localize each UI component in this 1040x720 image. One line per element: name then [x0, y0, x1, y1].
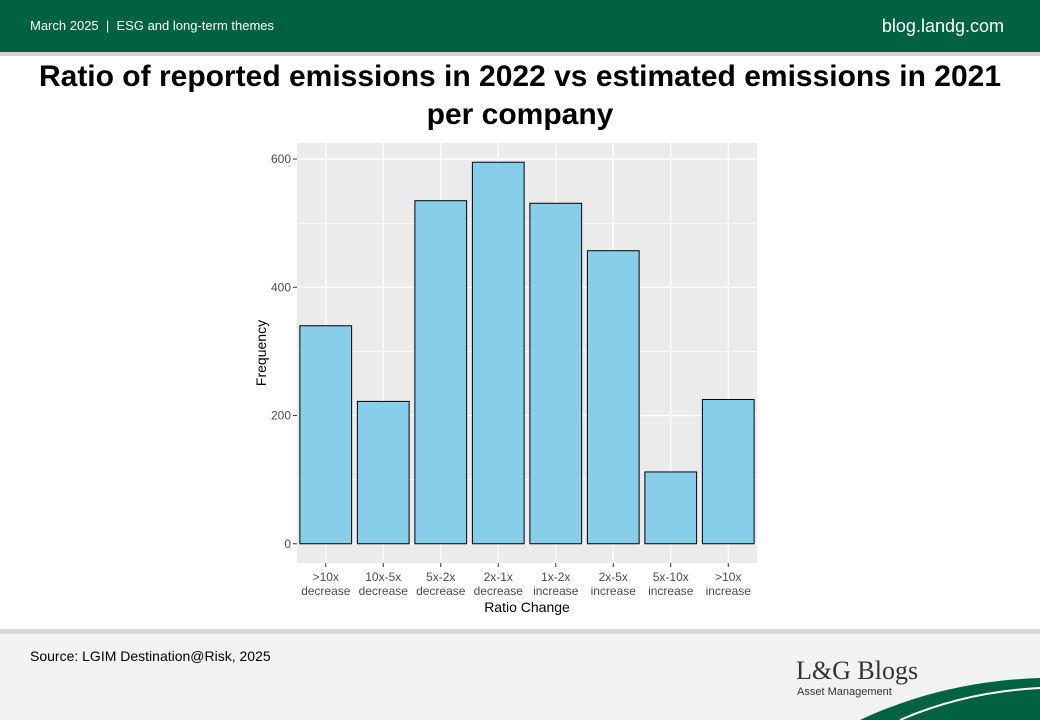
brand-logo: L&G Blogs Asset Management [796, 656, 918, 698]
y-tick-label: 400 [271, 280, 291, 294]
date-label: March 2025 [30, 18, 99, 33]
y-tick-label: 200 [271, 409, 291, 423]
date-topic-label: March 2025 | ESG and long-term themes [30, 18, 274, 33]
brand-swoosh [860, 678, 1040, 720]
logo-subtitle: Asset Management [797, 686, 892, 698]
bar-chart: 0 200 400 600 >10x decrease 10x-5x decrease5x-2… [253, 143, 757, 615]
x-tick-label: 5x-10x increase [648, 570, 694, 598]
chart-title: Ratio of reported emissions in 2022 vs e… [38, 60, 1002, 131]
bar-4 [471, 161, 525, 545]
y-axis-title: Frequency [253, 320, 269, 386]
bar-3 [414, 200, 468, 545]
bar-1 [299, 325, 353, 545]
y-tick-label: 0 [284, 537, 291, 551]
x-tick-label: 5x-2x decrease [416, 570, 466, 598]
banner-divider [0, 52, 1040, 56]
source-note: Source: LGIM Destination@Risk, 2025 [30, 648, 271, 664]
x-tick-label: 2x-1x decrease [474, 570, 524, 598]
top-banner: March 2025 | ESG and long-term themes bl… [0, 0, 1040, 52]
topic-label: ESG and long-term themes [116, 18, 275, 33]
site-link[interactable]: blog.landg.com [881, 16, 1004, 36]
bar-7 [644, 471, 698, 545]
footer: Source: LGIM Destination@Risk, 2025 [0, 629, 1040, 720]
separator: | [102, 18, 113, 33]
bar-2 [356, 400, 410, 545]
y-tick-label: 600 [271, 152, 291, 166]
x-tick-label: 1x-2x increase [533, 570, 579, 598]
logo-brand: L&G Blogs [796, 656, 919, 685]
x-tick-label: >10x decrease [301, 570, 351, 598]
x-axis-title: Ratio Change [484, 599, 570, 615]
x-tick-label: 2x-5x increase [591, 570, 637, 598]
x-tick-label: 10x-5x decrease [359, 570, 409, 598]
bar-6 [586, 250, 640, 545]
x-tick-label: >10x increase [706, 570, 752, 598]
bar-5 [529, 202, 583, 545]
bar-8 [701, 398, 755, 545]
